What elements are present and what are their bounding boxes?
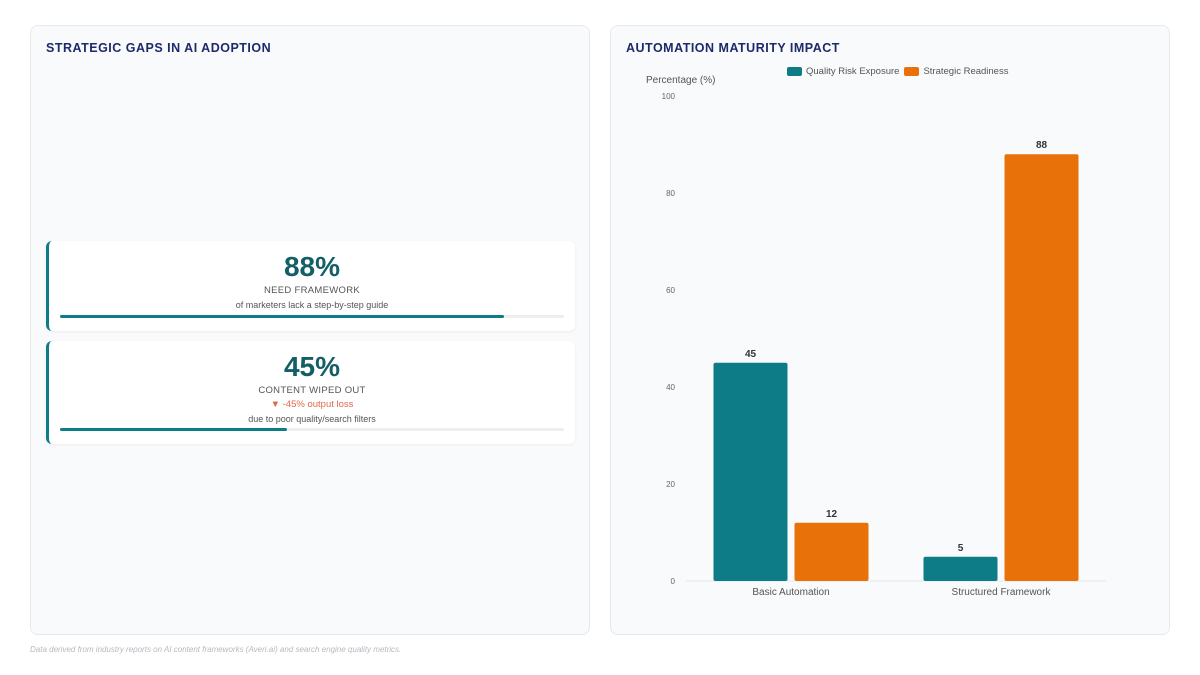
x-tick-label: Structured Framework	[952, 587, 1052, 598]
right-panel-title: AUTOMATION MATURITY IMPACT	[626, 41, 840, 55]
data-label: 88	[1036, 140, 1048, 151]
progress-fill	[60, 428, 287, 431]
data-label: 5	[958, 543, 964, 554]
left-panel-title: STRATEGIC GAPS IN AI ADOPTION	[46, 41, 272, 55]
progress-bar	[60, 315, 564, 318]
x-tick-label: Basic Automation	[752, 587, 829, 598]
y-tick-label: 60	[666, 286, 675, 295]
y-tick-label: 100	[662, 92, 676, 101]
legend-item-quality-risk[interactable]: Quality Risk Exposure	[787, 66, 899, 77]
stat-card-need-framework: 88% NEED FRAMEWORK of marketers lack a s…	[46, 241, 575, 331]
y-axis-title: Percentage (%)	[646, 75, 716, 86]
strategic-gaps-panel: STRATEGIC GAPS IN AI ADOPTION 88% NEED F…	[30, 25, 590, 635]
stat-value: 45%	[283, 351, 341, 382]
legend-swatch	[787, 67, 802, 76]
stat-delta-badge: ▼ -45% output loss	[270, 399, 354, 410]
stat-card-content-wiped-out: 45% CONTENT WIPED OUT ▼ -45% output loss…	[46, 341, 575, 444]
automation-maturity-panel: AUTOMATION MATURITY IMPACT Quality Risk …	[610, 25, 1170, 635]
y-tick-label: 20	[666, 480, 675, 489]
legend-item-strategic-readiness[interactable]: Strategic Readiness	[904, 66, 1008, 77]
stat-label: CONTENT WIPED OUT	[258, 385, 366, 396]
bar	[794, 522, 869, 581]
bar	[1004, 154, 1079, 581]
y-tick-label: 0	[671, 577, 676, 586]
progress-fill	[60, 315, 504, 318]
bar-chart: 0 20 40 60 80 100 45 12 Basic Automation 5 88 Struc…	[662, 92, 1106, 598]
stat-description: of marketers lack a step-by-step guide	[235, 300, 389, 310]
legend-label: Quality Risk Exposure	[806, 66, 900, 77]
stat-description: due to poor quality/search filters	[248, 414, 376, 424]
footer-note: Data derived from industry reports on AI…	[30, 645, 402, 654]
chart-legend: Quality Risk Exposure Strategic Readines…	[787, 66, 1008, 77]
stat-label: NEED FRAMEWORK	[263, 285, 361, 296]
legend-label: Strategic Readiness	[923, 66, 1009, 77]
y-tick-label: 80	[666, 189, 675, 198]
stat-value: 88%	[283, 251, 341, 282]
y-tick-label: 40	[666, 383, 675, 392]
data-label: 45	[745, 349, 757, 360]
bar	[713, 362, 788, 581]
bar	[923, 556, 998, 581]
legend-swatch	[904, 67, 920, 76]
progress-bar	[60, 428, 564, 431]
data-label: 12	[826, 509, 838, 520]
